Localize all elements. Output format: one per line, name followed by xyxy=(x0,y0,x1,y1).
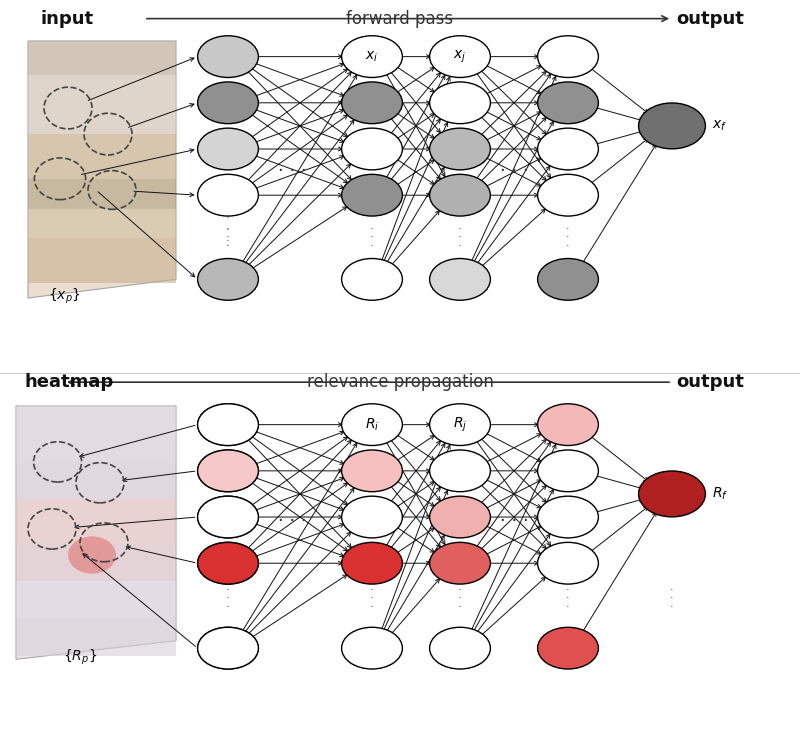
Ellipse shape xyxy=(430,496,490,538)
Ellipse shape xyxy=(538,174,598,216)
Text: · · ·: · · · xyxy=(500,162,528,180)
Ellipse shape xyxy=(638,103,706,149)
Ellipse shape xyxy=(538,404,598,446)
Ellipse shape xyxy=(430,450,490,492)
Text: $x_f$: $x_f$ xyxy=(711,118,726,133)
Polygon shape xyxy=(16,544,176,581)
Ellipse shape xyxy=(342,496,402,538)
Text: $x_i$: $x_i$ xyxy=(366,49,378,64)
Ellipse shape xyxy=(430,627,490,669)
Ellipse shape xyxy=(198,259,258,300)
Text: ·
·
·: · · · xyxy=(370,224,374,250)
Ellipse shape xyxy=(198,627,258,669)
Ellipse shape xyxy=(198,128,258,170)
Ellipse shape xyxy=(538,82,598,124)
Polygon shape xyxy=(28,238,176,283)
Ellipse shape xyxy=(430,36,490,77)
Text: $R_f$: $R_f$ xyxy=(711,486,728,502)
Ellipse shape xyxy=(198,404,258,446)
Polygon shape xyxy=(28,134,176,179)
Ellipse shape xyxy=(638,471,706,517)
Text: ·
·
·: · · · xyxy=(458,224,462,250)
Ellipse shape xyxy=(430,542,490,584)
Text: output: output xyxy=(676,373,744,391)
Ellipse shape xyxy=(342,404,402,446)
Polygon shape xyxy=(16,618,176,656)
Text: $\{R_p\}$: $\{R_p\}$ xyxy=(63,648,97,668)
Text: ·
·
·: · · · xyxy=(670,585,674,612)
Polygon shape xyxy=(28,209,176,238)
Ellipse shape xyxy=(198,174,258,216)
Polygon shape xyxy=(28,41,176,298)
Ellipse shape xyxy=(538,627,598,669)
Text: $R_j$: $R_j$ xyxy=(453,416,467,434)
Ellipse shape xyxy=(198,542,258,584)
Ellipse shape xyxy=(538,496,598,538)
Ellipse shape xyxy=(198,36,258,77)
Ellipse shape xyxy=(198,450,258,492)
Ellipse shape xyxy=(430,404,490,446)
Ellipse shape xyxy=(342,259,402,300)
Text: · · ·: · · · xyxy=(278,162,306,180)
Ellipse shape xyxy=(430,259,490,300)
Polygon shape xyxy=(16,406,176,462)
Text: ·
·
·: · · · xyxy=(566,585,570,612)
Text: output: output xyxy=(676,10,744,28)
Polygon shape xyxy=(16,406,176,659)
Text: forward pass: forward pass xyxy=(346,10,454,28)
Text: heatmap: heatmap xyxy=(24,373,114,391)
Text: $\{x_p\}$: $\{x_p\}$ xyxy=(48,287,80,306)
Polygon shape xyxy=(16,499,176,544)
Ellipse shape xyxy=(342,82,402,124)
Text: ·
·
·: · · · xyxy=(226,213,230,247)
Ellipse shape xyxy=(538,450,598,492)
Polygon shape xyxy=(28,41,176,74)
Ellipse shape xyxy=(198,496,258,538)
Ellipse shape xyxy=(198,542,258,584)
Ellipse shape xyxy=(538,542,598,584)
Text: $R_i$: $R_i$ xyxy=(365,416,379,433)
Text: ·
·
·: · · · xyxy=(226,585,230,612)
Polygon shape xyxy=(28,74,176,134)
Text: ·
·
·: · · · xyxy=(458,585,462,612)
Text: · · ·: · · · xyxy=(278,513,306,530)
Ellipse shape xyxy=(198,82,258,124)
Ellipse shape xyxy=(342,627,402,669)
Text: ·
·
·: · · · xyxy=(370,585,374,612)
Ellipse shape xyxy=(68,536,116,574)
Text: relevance propagation: relevance propagation xyxy=(306,373,494,391)
Ellipse shape xyxy=(342,450,402,492)
Ellipse shape xyxy=(342,542,402,584)
Polygon shape xyxy=(28,179,176,209)
Ellipse shape xyxy=(342,36,402,77)
Ellipse shape xyxy=(538,128,598,170)
Ellipse shape xyxy=(342,128,402,170)
Text: ·
·
·: · · · xyxy=(226,224,230,250)
Text: $x_j$: $x_j$ xyxy=(454,48,466,65)
Ellipse shape xyxy=(198,496,258,538)
Polygon shape xyxy=(16,462,176,499)
Polygon shape xyxy=(16,581,176,618)
Text: input: input xyxy=(40,10,93,28)
Ellipse shape xyxy=(198,450,258,492)
Ellipse shape xyxy=(430,82,490,124)
Ellipse shape xyxy=(198,404,258,446)
Text: ·
·
·: · · · xyxy=(566,224,570,250)
Text: · · ·: · · · xyxy=(500,513,528,530)
Ellipse shape xyxy=(198,627,258,669)
Ellipse shape xyxy=(430,128,490,170)
Ellipse shape xyxy=(538,259,598,300)
Ellipse shape xyxy=(342,174,402,216)
Ellipse shape xyxy=(430,174,490,216)
Ellipse shape xyxy=(538,36,598,77)
